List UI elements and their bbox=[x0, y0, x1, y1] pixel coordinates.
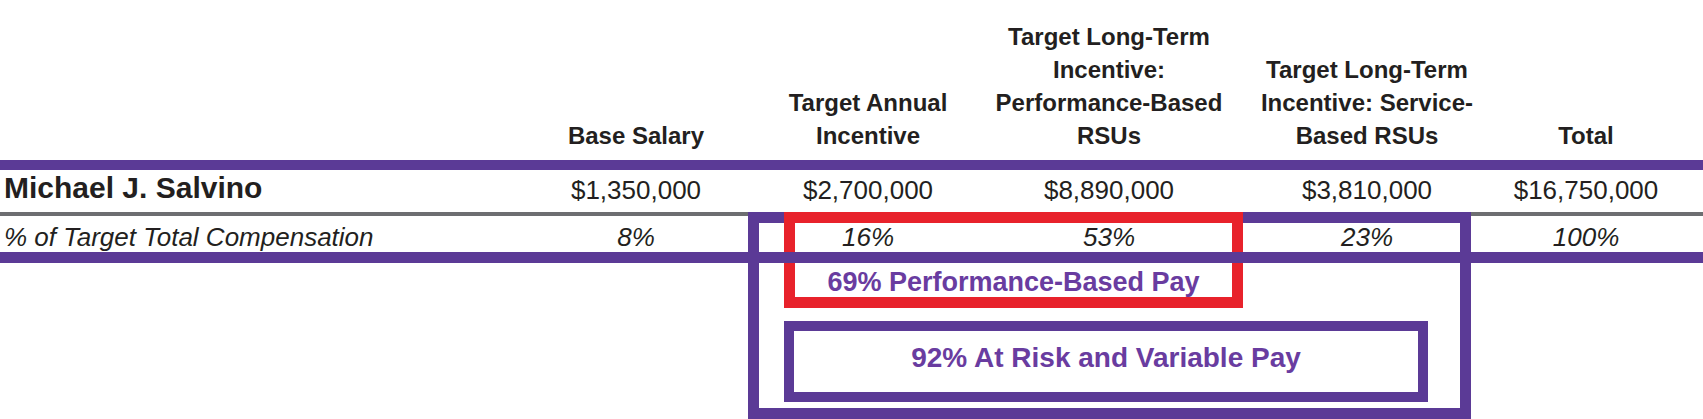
column-header-target-lti-service-rsus: Target Long-Term Incentive: Service- Bas… bbox=[1247, 53, 1487, 152]
header-line: RSUs bbox=[984, 119, 1234, 152]
column-header-total: Total bbox=[1486, 119, 1686, 152]
at-risk-and-variable-pay-callout: 92% At Risk and Variable Pay bbox=[794, 342, 1418, 374]
header-line: Target Long-Term bbox=[1247, 53, 1487, 86]
column-header-base-salary: Base Salary bbox=[536, 119, 736, 152]
header-line: Incentive bbox=[758, 119, 978, 152]
header-line: Incentive: bbox=[984, 53, 1234, 86]
executive-name: Michael J. Salvino bbox=[4, 170, 262, 206]
value-lti-performance-rsus: $8,890,000 bbox=[989, 175, 1229, 205]
percent-lti-service-rsus: 23% bbox=[1247, 222, 1487, 252]
value-total: $16,750,000 bbox=[1466, 175, 1703, 205]
percent-base-salary: 8% bbox=[516, 222, 756, 252]
header-line: Base Salary bbox=[536, 119, 736, 152]
percent-lti-performance-rsus: 53% bbox=[989, 222, 1229, 252]
percent-target-annual-incentive: 16% bbox=[748, 222, 988, 252]
header-line: Target Long-Term bbox=[984, 20, 1234, 53]
column-header-target-lti-performance-rsus: Target Long-Term Incentive: Performance-… bbox=[984, 20, 1234, 152]
header-line: Based RSUs bbox=[1247, 119, 1487, 152]
compensation-table: Base Salary Target Annual Incentive Targ… bbox=[0, 0, 1703, 419]
value-target-annual-incentive: $2,700,000 bbox=[748, 175, 988, 205]
performance-based-pay-callout: 69% Performance-Based Pay bbox=[795, 267, 1232, 297]
header-line: Total bbox=[1486, 119, 1686, 152]
value-lti-service-rsus: $3,810,000 bbox=[1247, 175, 1487, 205]
header-line: Target Annual bbox=[758, 86, 978, 119]
table-bottom-line bbox=[0, 252, 1703, 263]
header-line: Incentive: Service- bbox=[1247, 86, 1487, 119]
percent-total: 100% bbox=[1466, 222, 1703, 252]
header-divider-line bbox=[0, 160, 1703, 170]
percent-row-label: % of Target Total Compensation bbox=[4, 222, 374, 252]
header-line: Performance-Based bbox=[984, 86, 1234, 119]
value-base-salary: $1,350,000 bbox=[516, 175, 756, 205]
column-header-target-annual-incentive: Target Annual Incentive bbox=[758, 86, 978, 152]
